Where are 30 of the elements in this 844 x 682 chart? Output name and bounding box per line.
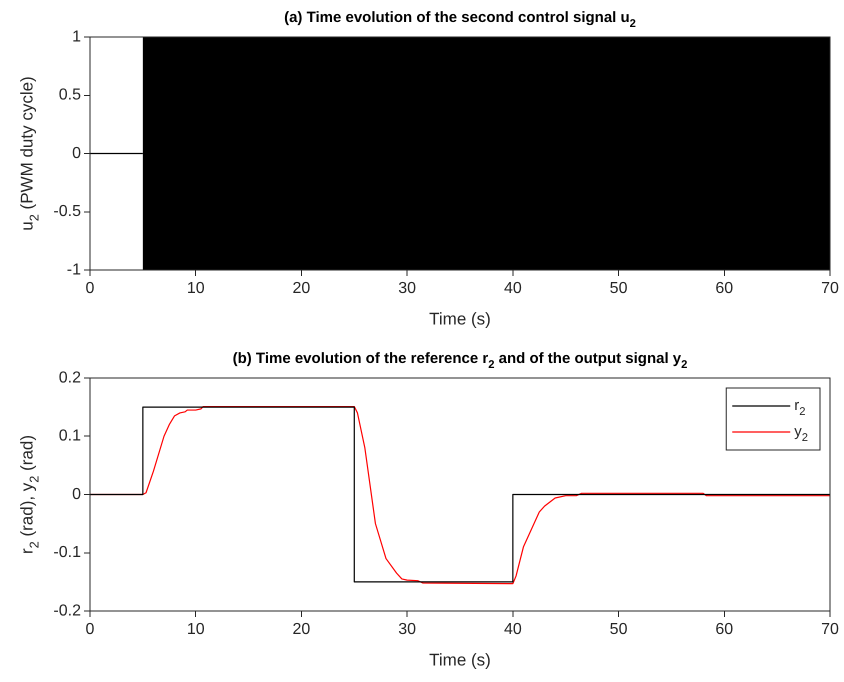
- y-axis-title: r2 (rad), y2 (rad): [18, 434, 42, 554]
- x-tick-label: 70: [821, 621, 839, 638]
- x-tick-label: 70: [821, 280, 839, 298]
- x-tick-label: 60: [715, 280, 734, 298]
- x-tick-label: 50: [610, 280, 628, 298]
- x-tick-label: 0: [86, 621, 95, 638]
- x-tick-label: 10: [186, 280, 205, 298]
- x-tick-label: 30: [398, 280, 416, 298]
- x-tick-label: 20: [292, 621, 310, 638]
- x-tick-label: 60: [715, 621, 734, 638]
- y-tick-label: 0: [72, 144, 82, 162]
- y-tick-label: -0.2: [53, 602, 82, 620]
- y-tick-label: -0.5: [53, 203, 82, 220]
- x-tick-label: 20: [292, 280, 310, 298]
- y-tick-label: 0: [72, 486, 82, 503]
- x-tick-label: 40: [504, 280, 522, 298]
- y-tick-label: -0.1: [53, 544, 82, 562]
- y-tick-label: 0.2: [58, 369, 82, 386]
- x-tick-label: 30: [398, 621, 416, 638]
- y-tick-label: 1: [72, 28, 82, 46]
- x-tick-label: 50: [610, 621, 628, 638]
- y-tick-label: 0.5: [58, 86, 82, 104]
- y-tick-label: 0.1: [58, 428, 82, 445]
- y-tick-label: -1: [66, 261, 82, 278]
- x-axis-title: Time (s): [429, 650, 491, 670]
- x-tick-label: 40: [504, 621, 522, 638]
- x-axis-title: Time (s): [429, 310, 491, 329]
- x-tick-label: 10: [186, 621, 205, 638]
- y-axis-title: u2 (PWM duty cycle): [18, 76, 42, 231]
- x-tick-label: 0: [86, 280, 95, 298]
